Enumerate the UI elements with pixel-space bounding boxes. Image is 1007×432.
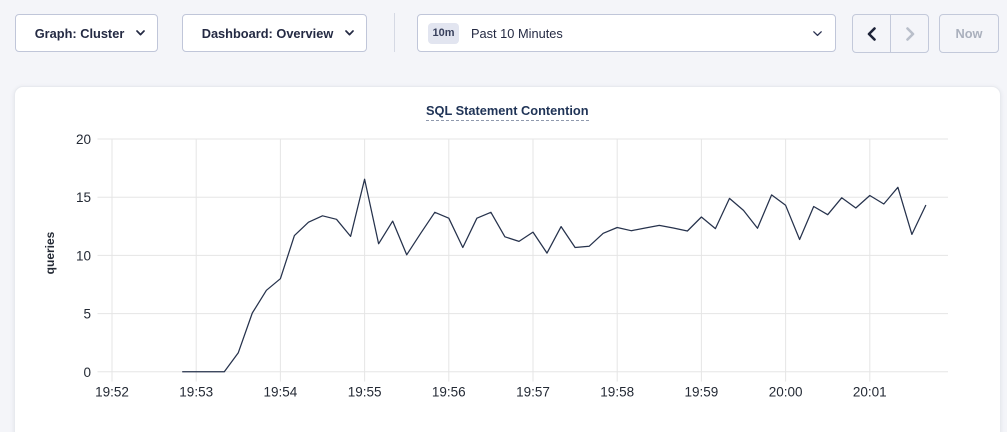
svg-text:15: 15 bbox=[76, 190, 91, 205]
svg-text:19:57: 19:57 bbox=[516, 385, 550, 400]
svg-text:19:59: 19:59 bbox=[685, 385, 719, 400]
svg-text:20:01: 20:01 bbox=[853, 385, 887, 400]
svg-text:19:54: 19:54 bbox=[264, 385, 298, 400]
svg-text:19:58: 19:58 bbox=[600, 385, 634, 400]
svg-text:10: 10 bbox=[76, 248, 91, 263]
svg-text:19:53: 19:53 bbox=[179, 385, 213, 400]
svg-text:19:52: 19:52 bbox=[95, 385, 129, 400]
svg-text:19:56: 19:56 bbox=[432, 385, 466, 400]
svg-text:19:55: 19:55 bbox=[348, 385, 382, 400]
svg-text:0: 0 bbox=[83, 365, 91, 380]
svg-text:20:00: 20:00 bbox=[769, 385, 803, 400]
svg-text:20: 20 bbox=[76, 132, 91, 147]
svg-text:5: 5 bbox=[83, 307, 91, 322]
